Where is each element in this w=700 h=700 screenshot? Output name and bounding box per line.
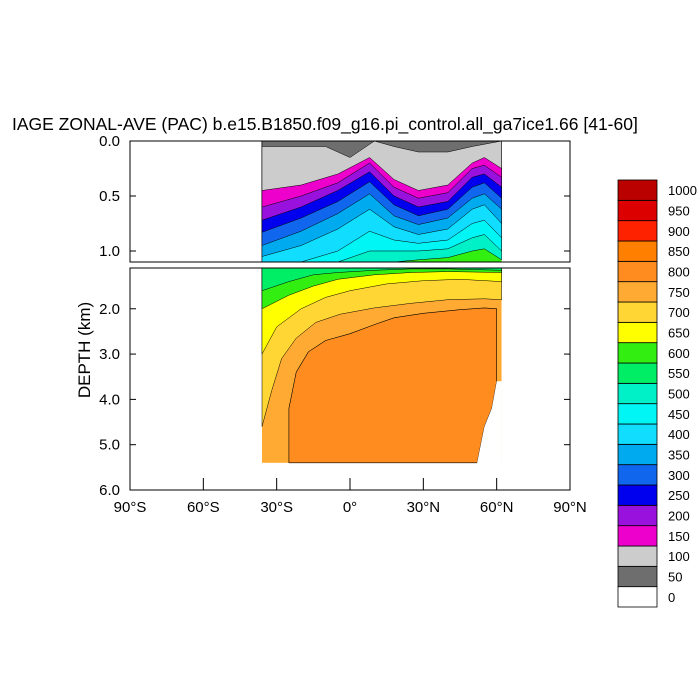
x-tick-label: 90°N xyxy=(553,499,587,516)
colorbar-label: 550 xyxy=(668,366,690,381)
x-tick-label: 30°N xyxy=(407,499,441,516)
colorbar-box xyxy=(617,220,658,242)
colorbar-box xyxy=(617,281,658,303)
colorbar-box xyxy=(617,525,658,547)
upper-contours xyxy=(261,141,502,262)
colorbar-box xyxy=(617,504,658,527)
colorbar-label: 450 xyxy=(668,407,690,422)
y-tick-label: 4.0 xyxy=(99,391,120,408)
lower-panel: 2.0 3.0 4.0 5.0 6.0 xyxy=(99,267,571,499)
colorbar-box xyxy=(617,260,658,283)
y-axis-label: DEPTH (km) xyxy=(75,302,94,398)
upper-frame xyxy=(129,140,571,263)
colorbar-box xyxy=(617,403,658,425)
colorbar-label: 500 xyxy=(668,387,690,402)
colorbar-box xyxy=(617,443,658,466)
colorbar-label: 600 xyxy=(668,346,690,361)
colorbar-box xyxy=(617,240,658,262)
colorbar-label: 300 xyxy=(668,468,690,483)
y-tick-label: 2.0 xyxy=(99,301,120,318)
colorbar-label: 950 xyxy=(668,204,690,219)
colorbar-box xyxy=(617,301,658,323)
colorbar-box xyxy=(617,342,658,364)
colorbar-box xyxy=(617,321,658,344)
colorbar-label: 200 xyxy=(668,509,690,524)
contour-core-750 xyxy=(288,307,498,464)
colorbar-box xyxy=(617,586,658,608)
x-tick-label: 60°N xyxy=(480,499,514,516)
colorbar-box xyxy=(617,362,658,384)
colorbar-label: 1000 xyxy=(668,183,697,198)
colorbar-label: 400 xyxy=(668,427,690,442)
colorbar-label: 0 xyxy=(668,590,675,605)
contour-band-50 xyxy=(261,141,502,158)
x-axis: 90°S 60°S 30°S 0° 30°N 60°N 90°N xyxy=(114,478,587,516)
contour-band-100 xyxy=(261,141,502,191)
colorbar: 0 50 100 150 200 250 300 350 400 450 500 550 600 650 7… xyxy=(617,179,697,608)
colorbar-box xyxy=(617,464,658,486)
colorbar-label: 650 xyxy=(668,326,690,341)
colorbar-label: 50 xyxy=(668,570,682,585)
colorbar-label: 850 xyxy=(668,244,690,259)
contour-band-600 xyxy=(261,268,502,310)
colorbar-box xyxy=(617,199,658,222)
colorbar-box xyxy=(617,565,658,588)
y-tick-label: 6.0 xyxy=(99,482,120,499)
colorbar-label: 900 xyxy=(668,224,690,239)
colorbar-box xyxy=(617,545,658,567)
colorbar-label: 150 xyxy=(668,529,690,544)
colorbar-box xyxy=(617,484,658,506)
colorbar-label: 100 xyxy=(668,549,690,564)
y-tick-label: 3.0 xyxy=(99,346,120,363)
colorbar-label: 800 xyxy=(668,265,690,280)
colorbar-label: 750 xyxy=(668,285,690,300)
contour-band-550 xyxy=(261,268,502,292)
x-tick-label: 60°S xyxy=(187,499,220,516)
y-tick-label: 1.0 xyxy=(99,243,120,260)
colorbar-label: 350 xyxy=(668,448,690,463)
seafloor-mask xyxy=(477,381,502,490)
colorbar-box xyxy=(617,382,658,405)
contour-band-650 xyxy=(261,268,502,355)
x-tick-label: 0° xyxy=(343,499,357,516)
y-tick-label: 5.0 xyxy=(99,437,120,454)
lower-contours xyxy=(261,268,502,490)
x-tick-label: 90°S xyxy=(114,499,147,516)
y-tick-label: 0.5 xyxy=(99,188,120,205)
colorbar-label: 250 xyxy=(668,488,690,503)
colorbar-box xyxy=(617,179,658,201)
colorbar-label: 700 xyxy=(668,305,690,320)
y-tick-label: 0.0 xyxy=(99,133,120,150)
colorbar-box xyxy=(617,423,658,445)
contour-band-700 xyxy=(261,268,502,427)
chart-title: IAGE ZONAL-AVE (PAC) b.e15.B1850.f09_g16… xyxy=(12,114,638,135)
x-tick-label: 30°S xyxy=(260,499,293,516)
upper-panel: 0.0 0.5 1.0 xyxy=(99,133,571,263)
